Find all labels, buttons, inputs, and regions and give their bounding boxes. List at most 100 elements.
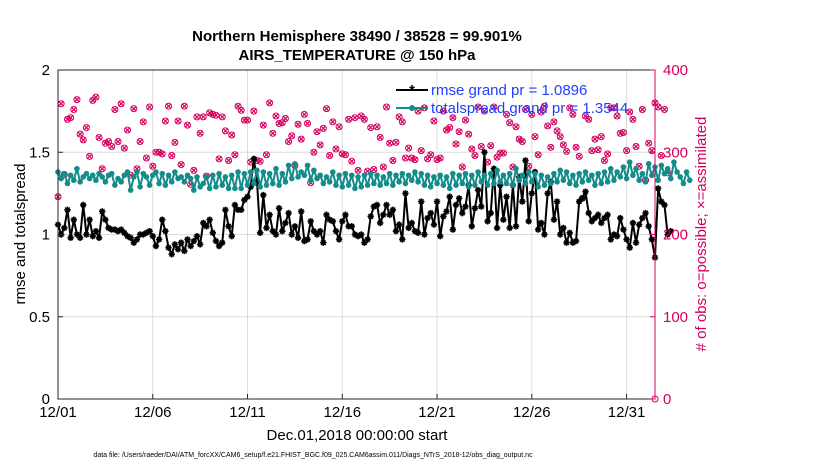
obs-possible-point	[389, 156, 397, 164]
obs-assimilated-point	[554, 127, 561, 134]
totalspread-point	[510, 182, 516, 188]
rmse-point	[490, 165, 498, 172]
rmse-point	[304, 236, 311, 243]
totalspread-point	[134, 169, 140, 175]
rmse-point	[588, 218, 596, 225]
obs-assimilated-point	[535, 151, 542, 158]
obs-assimilated-point	[244, 117, 251, 124]
totalspread-point	[251, 180, 257, 187]
totalspread-point	[153, 169, 159, 175]
rmse-point	[294, 234, 302, 241]
obs-assimilated-point	[462, 117, 469, 124]
totalspread-point	[623, 175, 630, 182]
totalspread-point	[633, 165, 639, 172]
rmse-point	[376, 219, 384, 227]
obs-assimilated-point	[434, 156, 440, 163]
rmse-point	[222, 206, 229, 214]
rmse-point	[557, 231, 564, 238]
totalspread-point	[620, 164, 627, 170]
obs-assimilated-point	[522, 106, 529, 113]
obs-possible-point	[196, 129, 204, 137]
obs-assimilated-point	[519, 138, 526, 145]
totalspread-point	[93, 177, 99, 184]
rmse-point	[228, 232, 235, 240]
rmse-point	[399, 236, 406, 243]
obs-assimilated-point	[383, 104, 390, 110]
totalspread-point	[566, 180, 573, 187]
obs-possible-point	[269, 129, 277, 137]
totalspread-point	[513, 165, 519, 172]
obs-possible-point	[597, 133, 605, 141]
rmse-point	[351, 231, 359, 238]
totalspread-point	[307, 177, 314, 184]
obs-assimilated-point	[658, 152, 665, 159]
obs-assimilated-point	[544, 123, 551, 129]
obs-assimilated-point	[184, 122, 191, 129]
obs-assimilated-point	[620, 129, 627, 136]
rmse-point	[424, 214, 431, 222]
obs-assimilated-point	[181, 103, 188, 110]
rmse-point	[190, 237, 198, 245]
totalspread-point	[222, 174, 229, 180]
obs-assimilated-point	[96, 134, 102, 141]
obs-assimilated-point	[351, 114, 358, 121]
obs-possible-point	[139, 118, 147, 126]
obs-assimilated-point	[475, 104, 482, 110]
totalspread-point	[551, 170, 557, 177]
totalspread-point	[614, 169, 620, 175]
totalspread-point	[424, 172, 431, 179]
totalspread-point	[219, 182, 226, 188]
totalspread-point	[443, 174, 450, 180]
obs-possible-point	[111, 105, 119, 113]
obs-possible-point	[313, 128, 321, 136]
rmse-point	[114, 228, 122, 235]
rmse-point	[127, 234, 134, 241]
totalspread-point	[61, 170, 68, 177]
totalspread-point	[374, 172, 380, 179]
totalspread-point	[399, 170, 406, 177]
rmse-point	[632, 239, 640, 246]
obs-assimilated-point	[206, 109, 213, 116]
rmse-point	[437, 232, 444, 240]
rmse-point	[177, 239, 185, 246]
obs-possible-point	[626, 108, 634, 116]
totalspread-point	[570, 172, 576, 179]
obs-assimilated-point	[105, 138, 112, 145]
totalspread-point	[225, 185, 232, 192]
obs-possible-point	[335, 123, 343, 131]
obs-possible-point	[383, 103, 391, 111]
totalspread-point	[674, 169, 680, 175]
obs-assimilated-point	[175, 118, 181, 124]
totalspread-point	[544, 174, 551, 180]
rmse-point	[395, 221, 403, 228]
obs-possible-point	[297, 135, 305, 143]
obs-assimilated-point	[415, 108, 422, 115]
obs-assimilated-point	[213, 112, 219, 119]
y2-tick-label: 0	[663, 391, 671, 408]
obs-possible-point	[461, 116, 469, 124]
obs-possible-point	[490, 103, 498, 111]
obs-possible-point	[95, 133, 103, 141]
obs-possible-point	[360, 115, 368, 123]
totalspread-point	[371, 180, 377, 187]
obs-possible-point	[376, 133, 384, 141]
obs-possible-point	[114, 138, 122, 146]
obs-possible-point	[285, 138, 293, 146]
obs-possible-point	[528, 110, 536, 118]
totalspread-point	[547, 180, 554, 187]
obs-assimilated-point	[171, 139, 178, 146]
obs-assimilated-point	[301, 111, 308, 118]
rmse-point	[440, 213, 447, 220]
totalspread-point	[77, 179, 83, 185]
obs-assimilated-point	[576, 153, 583, 160]
rmse-point	[572, 237, 580, 245]
rmse-point	[629, 219, 637, 227]
rmse-point	[140, 231, 147, 238]
obs-assimilated-point	[83, 124, 90, 131]
obs-possible-point	[512, 123, 520, 131]
obs-assimilated-point	[418, 147, 425, 154]
obs-assimilated-point	[614, 113, 621, 119]
obs-possible-point	[370, 166, 378, 174]
rmse-point	[544, 190, 551, 197]
totalspread-point	[131, 174, 137, 180]
